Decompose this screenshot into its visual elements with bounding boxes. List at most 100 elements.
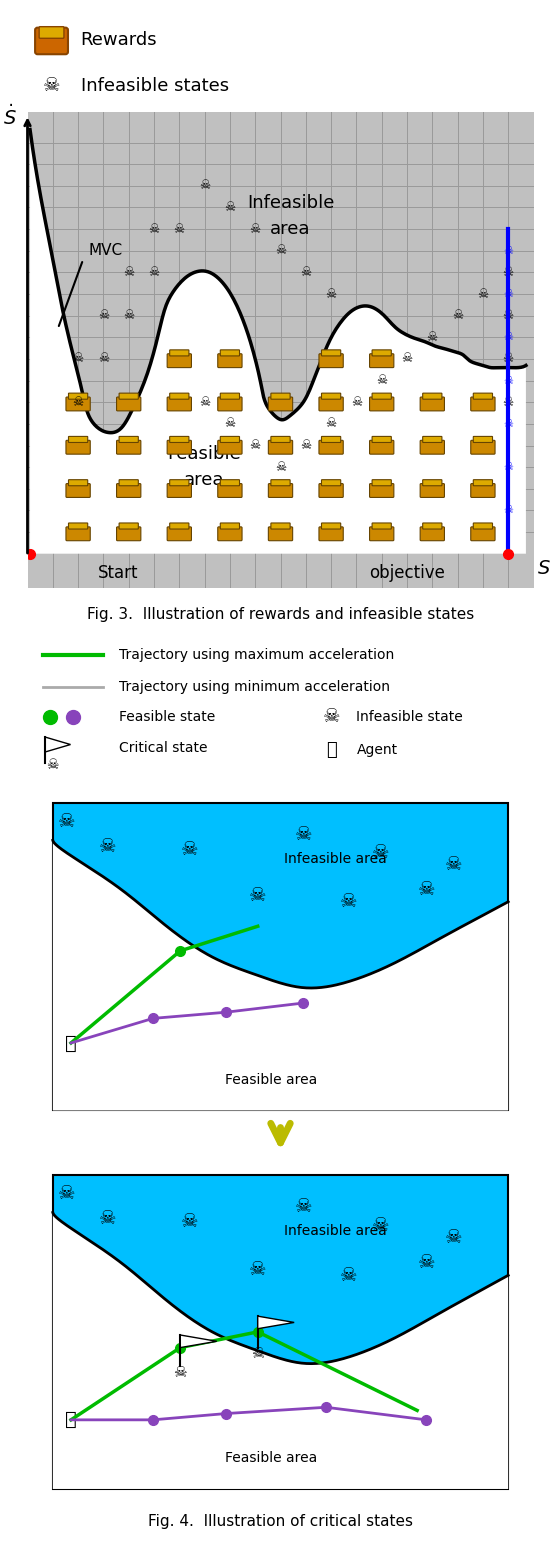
Text: ☠: ☠ (294, 1197, 312, 1215)
Text: Start: Start (98, 563, 139, 582)
FancyBboxPatch shape (319, 484, 343, 498)
Text: ☠: ☠ (477, 288, 488, 300)
Text: ☠: ☠ (58, 1184, 75, 1203)
Text: ☠: ☠ (47, 758, 59, 772)
Text: ☠: ☠ (98, 310, 109, 322)
FancyBboxPatch shape (319, 353, 343, 367)
Text: ☠: ☠ (372, 843, 389, 862)
FancyBboxPatch shape (167, 353, 191, 367)
Text: ☠: ☠ (199, 395, 210, 409)
FancyBboxPatch shape (167, 397, 191, 411)
FancyBboxPatch shape (420, 397, 444, 411)
FancyBboxPatch shape (117, 484, 141, 498)
FancyBboxPatch shape (423, 523, 442, 529)
FancyBboxPatch shape (271, 394, 290, 400)
FancyBboxPatch shape (420, 440, 444, 454)
FancyBboxPatch shape (471, 527, 495, 541)
Text: ☠: ☠ (123, 266, 134, 279)
FancyBboxPatch shape (119, 394, 138, 400)
Text: Infeasible
area: Infeasible area (247, 194, 334, 238)
Polygon shape (53, 1175, 508, 1489)
Text: ☠: ☠ (340, 892, 358, 912)
Text: ☠: ☠ (445, 1228, 463, 1246)
FancyBboxPatch shape (372, 479, 391, 485)
FancyBboxPatch shape (268, 440, 293, 454)
FancyBboxPatch shape (66, 440, 90, 454)
FancyBboxPatch shape (117, 397, 141, 411)
Text: ☠: ☠ (503, 289, 513, 299)
Text: ☠: ☠ (249, 885, 267, 906)
Text: ☠: ☠ (503, 310, 514, 322)
Polygon shape (258, 1316, 294, 1329)
Text: Trajectory using minimum acceleration: Trajectory using minimum acceleration (119, 680, 389, 694)
Text: Agent: Agent (356, 744, 398, 758)
FancyBboxPatch shape (69, 479, 87, 485)
FancyBboxPatch shape (370, 397, 394, 411)
FancyBboxPatch shape (420, 527, 444, 541)
Text: ☠: ☠ (98, 1209, 116, 1228)
Text: ☠: ☠ (174, 223, 185, 235)
FancyBboxPatch shape (35, 28, 68, 54)
Text: Critical state: Critical state (119, 741, 207, 755)
FancyBboxPatch shape (167, 484, 191, 498)
Text: Trajectory using maximum acceleration: Trajectory using maximum acceleration (119, 649, 394, 663)
Text: ☠: ☠ (251, 1346, 265, 1362)
FancyBboxPatch shape (423, 394, 442, 400)
Text: Feasible area: Feasible area (226, 1072, 317, 1086)
FancyBboxPatch shape (322, 394, 340, 400)
Text: ☠: ☠ (402, 353, 412, 366)
Text: ☠: ☠ (275, 244, 286, 257)
FancyBboxPatch shape (221, 523, 239, 529)
FancyBboxPatch shape (474, 436, 492, 442)
Text: ☠: ☠ (417, 879, 435, 899)
Text: ☠: ☠ (503, 375, 513, 386)
Text: objective: objective (369, 563, 445, 582)
FancyBboxPatch shape (319, 527, 343, 541)
FancyBboxPatch shape (271, 436, 290, 442)
Text: ☠: ☠ (250, 223, 261, 235)
Text: 🤖: 🤖 (65, 1033, 77, 1052)
Text: ☠: ☠ (98, 837, 116, 856)
FancyBboxPatch shape (218, 353, 242, 367)
FancyBboxPatch shape (170, 479, 189, 485)
Text: ☠: ☠ (173, 1365, 187, 1380)
FancyBboxPatch shape (218, 527, 242, 541)
FancyBboxPatch shape (474, 479, 492, 485)
Text: ☠: ☠ (452, 310, 463, 322)
Text: ☠: ☠ (43, 76, 60, 95)
Polygon shape (53, 1212, 508, 1489)
Text: ☠: ☠ (326, 288, 337, 300)
FancyBboxPatch shape (372, 436, 391, 442)
Text: ☠: ☠ (340, 1267, 358, 1285)
FancyBboxPatch shape (423, 479, 442, 485)
FancyBboxPatch shape (170, 436, 189, 442)
FancyBboxPatch shape (319, 397, 343, 411)
FancyBboxPatch shape (117, 527, 141, 541)
FancyBboxPatch shape (372, 394, 391, 400)
Polygon shape (53, 803, 508, 1111)
FancyBboxPatch shape (66, 527, 90, 541)
Text: Infeasible area: Infeasible area (284, 1225, 387, 1239)
Text: ☠: ☠ (322, 706, 340, 727)
Text: ☠: ☠ (98, 353, 109, 366)
Text: Feasible
area: Feasible area (168, 445, 241, 489)
FancyBboxPatch shape (39, 26, 64, 39)
Text: Infeasible states: Infeasible states (81, 76, 229, 95)
FancyBboxPatch shape (170, 394, 189, 400)
FancyBboxPatch shape (372, 523, 391, 529)
Text: ☠: ☠ (326, 417, 337, 431)
FancyBboxPatch shape (221, 394, 239, 400)
Text: ☠: ☠ (294, 825, 312, 843)
Text: ☠: ☠ (300, 266, 311, 279)
FancyBboxPatch shape (69, 394, 87, 400)
Text: ☠: ☠ (224, 417, 235, 431)
Text: Infeasible state: Infeasible state (356, 710, 463, 724)
Text: ☠: ☠ (58, 812, 75, 831)
FancyBboxPatch shape (322, 436, 340, 442)
Text: ☠: ☠ (503, 506, 513, 515)
FancyBboxPatch shape (66, 484, 90, 498)
FancyBboxPatch shape (370, 353, 394, 367)
FancyBboxPatch shape (372, 350, 391, 356)
Text: ☠: ☠ (148, 223, 159, 235)
Text: Fig. 4.  Illustration of critical states: Fig. 4. Illustration of critical states (148, 1514, 413, 1530)
